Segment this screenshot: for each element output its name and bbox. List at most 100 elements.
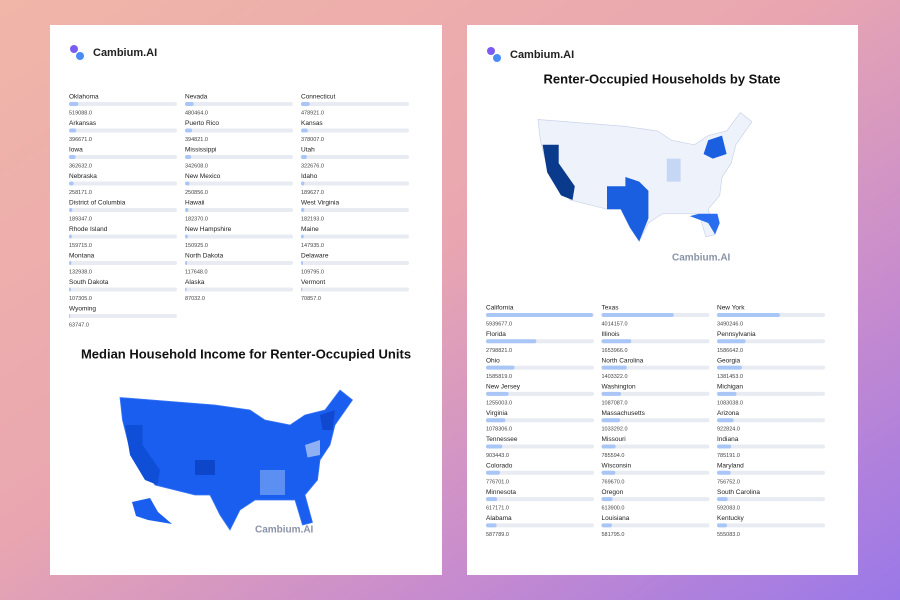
bar: [601, 365, 627, 370]
bar: [69, 155, 76, 159]
bar-label: Missouri: [602, 436, 626, 443]
value-label: 1255003.0: [486, 400, 512, 406]
value-label: 182370.0: [185, 216, 208, 222]
bar: [717, 391, 737, 396]
bar: [301, 181, 305, 186]
bar: [601, 339, 632, 344]
bar-track: [486, 470, 594, 475]
bar: [69, 234, 72, 239]
value-label: 519088.0: [69, 110, 92, 116]
bar-label: Tennessee: [486, 436, 518, 443]
value-label: 769670.0: [602, 479, 625, 485]
value-label: 342608.0: [185, 163, 208, 169]
bar-track: [717, 470, 825, 475]
bar-track: [185, 208, 293, 212]
bar-label: West Virginia: [301, 200, 339, 207]
bar-label: District of Columbia: [69, 200, 126, 207]
bar: [486, 365, 515, 370]
bar: [486, 470, 500, 475]
value-label: 4014157.0: [602, 321, 628, 327]
page-right: [467, 25, 858, 575]
bar-label: New Mexico: [185, 173, 221, 180]
value-label: 117648.0: [185, 269, 208, 275]
bar: [185, 181, 190, 186]
value-label: 362632.0: [69, 163, 92, 169]
bar: [301, 208, 305, 212]
bar: [717, 444, 732, 449]
bar-track: [185, 287, 293, 292]
bar-label: Michigan: [717, 384, 743, 391]
bar-label: Vermont: [301, 279, 325, 286]
bar-label: Texas: [602, 305, 620, 312]
bar-label: Montana: [69, 253, 95, 260]
bar: [185, 128, 193, 133]
bar: [69, 314, 71, 318]
value-label: 378007.0: [301, 137, 324, 143]
bar-track: [717, 418, 825, 423]
watermark: Cambium.AI: [255, 525, 314, 536]
value-label: 322676.0: [301, 163, 324, 169]
watermark: Cambium.AI: [672, 253, 731, 264]
logo-mark: [487, 47, 501, 62]
bar-label: Wisconsin: [602, 463, 632, 470]
value-label: 1585819.0: [486, 374, 512, 380]
bar-label: Pennsylvania: [717, 331, 756, 338]
bar: [601, 418, 621, 423]
bar-track: [69, 314, 177, 318]
bar-track: [185, 155, 293, 159]
value-label: 250856.0: [185, 190, 208, 196]
value-label: 132938.0: [69, 269, 92, 275]
bar: [717, 418, 734, 423]
bar-label: Colorado: [486, 463, 513, 470]
bar-label: Indiana: [717, 436, 739, 443]
bar-label: New Jersey: [486, 384, 521, 391]
value-label: 785191.0: [717, 453, 740, 459]
bar-label: Delaware: [301, 253, 329, 260]
bar-label: Puerto Rico: [185, 120, 219, 127]
value-label: 159715.0: [69, 243, 92, 249]
map-alaska: [132, 498, 172, 524]
bar-track: [69, 208, 177, 212]
bar-track: [69, 261, 177, 265]
bar-label: South Carolina: [717, 489, 760, 496]
bar-label: North Dakota: [185, 253, 224, 260]
bar: [301, 102, 310, 106]
bar: [717, 339, 746, 344]
bar-track: [185, 234, 293, 239]
bar-label: Alaska: [185, 279, 205, 286]
bar: [69, 208, 73, 212]
bar-track: [486, 418, 594, 423]
bar-label: Illinois: [602, 331, 621, 338]
bar: [69, 261, 72, 265]
bar: [717, 497, 728, 502]
value-label: 1586642.0: [717, 348, 743, 354]
bar: [185, 261, 188, 265]
value-label: 189347.0: [69, 216, 92, 222]
bar-label: Iowa: [69, 147, 83, 154]
value-label: 109795.0: [301, 269, 324, 275]
bar-label: Ohio: [486, 357, 500, 364]
value-label: 189627.0: [301, 190, 324, 196]
bar-label: Kentucky: [717, 515, 744, 522]
bar: [601, 391, 622, 396]
bar-label: Washington: [602, 384, 636, 391]
bar-track: [601, 497, 710, 502]
bar-label: Maine: [301, 226, 319, 233]
bar-track: [69, 287, 177, 292]
bar-track: [301, 181, 409, 186]
bar-track: [69, 155, 177, 159]
bar-label: South Dakota: [69, 279, 109, 286]
value-label: 776701.0: [486, 479, 509, 485]
bar: [69, 287, 71, 292]
bar-track: [301, 287, 409, 292]
bar-label: Oklahoma: [69, 94, 99, 101]
bar-track: [601, 444, 710, 449]
bar-label: Wyoming: [69, 306, 96, 313]
bar-label: Florida: [486, 331, 506, 338]
value-label: 70857.0: [301, 296, 321, 302]
bar-label: Arizona: [717, 410, 739, 417]
bar-track: [301, 155, 409, 159]
value-label: 182193.0: [301, 216, 324, 222]
bar: [301, 234, 304, 239]
